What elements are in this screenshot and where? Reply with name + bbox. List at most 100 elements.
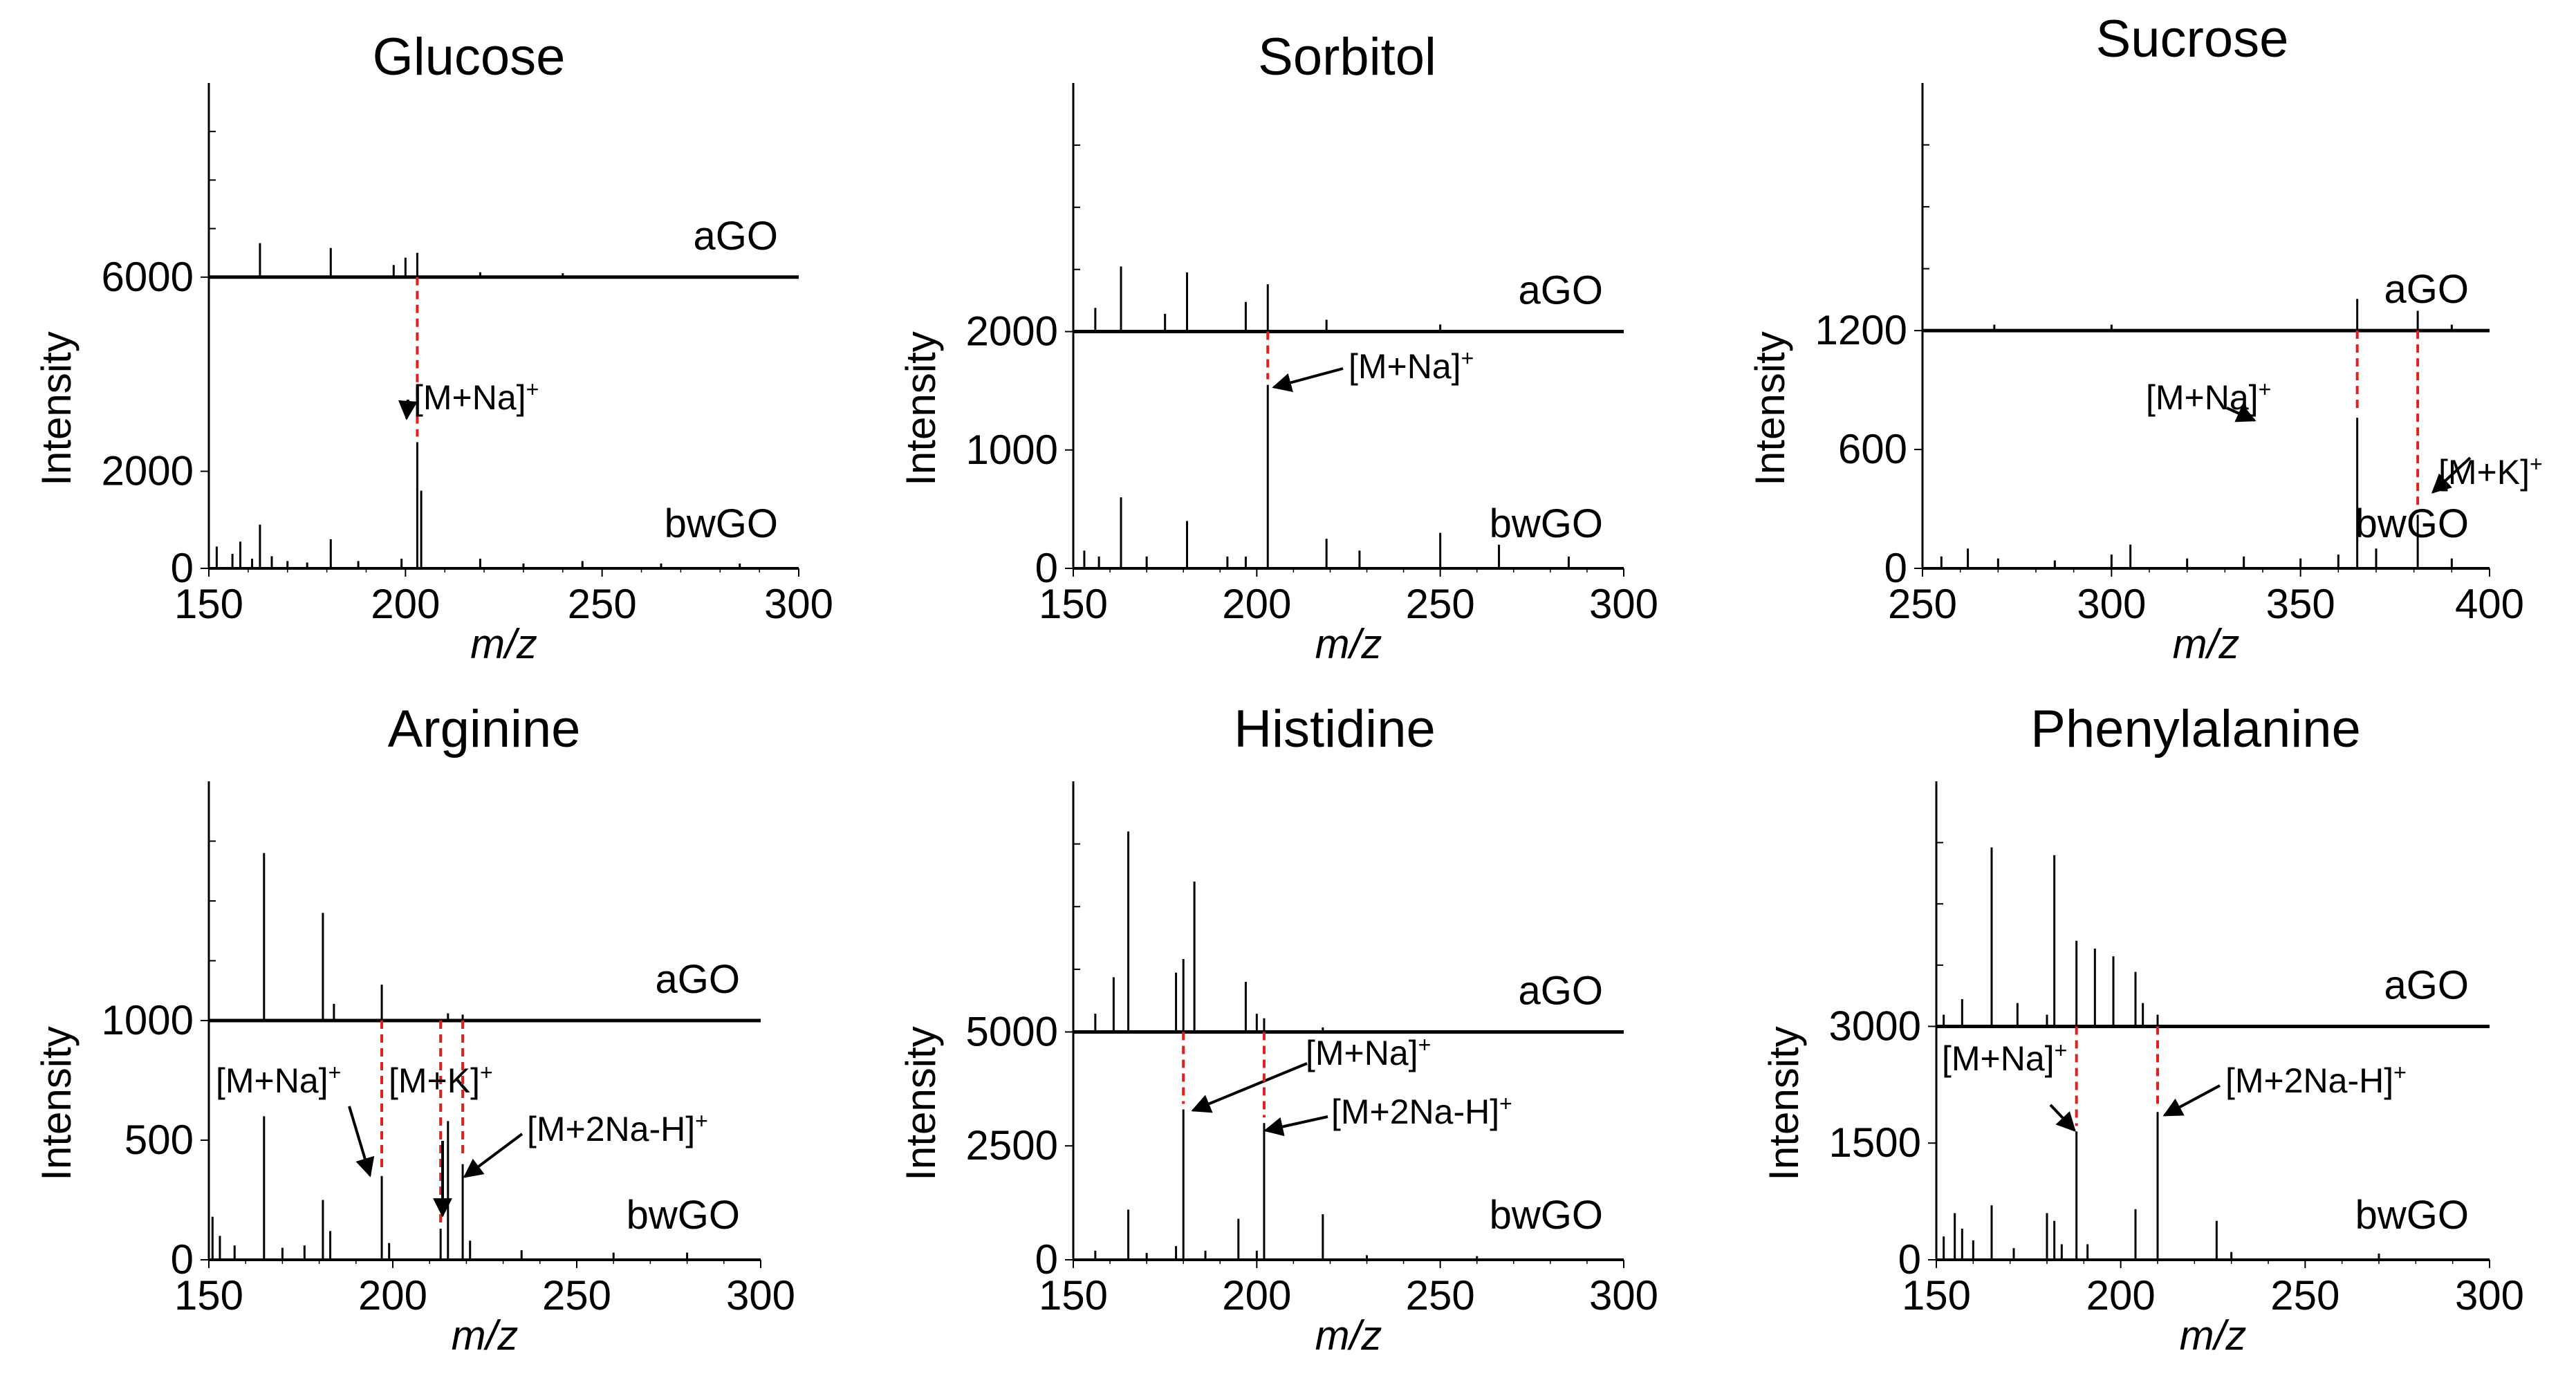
annotation-label: [M+Na]+ bbox=[1942, 1038, 2067, 1078]
x-axis-label: m/z bbox=[1315, 1312, 1382, 1359]
annotation-label: [M+K]+ bbox=[2438, 452, 2543, 492]
y-tick-label: 0 bbox=[171, 1236, 194, 1283]
x-tick-label: 250 bbox=[1406, 1272, 1475, 1319]
trace-label-ago: aGO bbox=[1519, 968, 1604, 1013]
annotation-label: [M+Na]+ bbox=[414, 377, 539, 417]
y-tick-label: 0 bbox=[171, 545, 194, 591]
y-tick-label: 2000 bbox=[102, 448, 194, 494]
series-ago bbox=[1094, 831, 1324, 1032]
chart-title: Histidine bbox=[1234, 700, 1435, 759]
x-tick-label: 250 bbox=[568, 581, 637, 627]
x-tick-label: 200 bbox=[371, 581, 440, 627]
series-ago bbox=[263, 853, 464, 1021]
trace-label-bwgo: bwGO bbox=[2355, 501, 2469, 546]
x-axis-label: m/z bbox=[2173, 621, 2240, 667]
trace-label-ago: aGO bbox=[2384, 267, 2470, 312]
panel-phenylalanine: Phenylalanine 0 1500 3000 150 200 250 300 m/z Int… bbox=[1761, 700, 2524, 1359]
trace-label-ago: aGO bbox=[694, 214, 779, 259]
y-axis-label: Intensity bbox=[33, 331, 80, 485]
annotation-arrow bbox=[1263, 1115, 1328, 1137]
y-tick-label: 500 bbox=[124, 1117, 194, 1163]
series-ago bbox=[1094, 266, 1442, 332]
x-tick-label: 300 bbox=[1589, 1272, 1658, 1319]
x-axis-label: m/z bbox=[2180, 1312, 2247, 1359]
x-tick-label: 150 bbox=[174, 581, 243, 627]
annotation-arrow bbox=[2049, 1104, 2076, 1133]
annotation-label: [M+2Na-H]+ bbox=[2225, 1060, 2407, 1100]
annotation-arrow bbox=[348, 1106, 375, 1178]
annotation-label: [M+Na]+ bbox=[1306, 1032, 1431, 1072]
series-bwgo bbox=[1094, 1109, 1479, 1260]
x-tick-label: 150 bbox=[1039, 1272, 1108, 1319]
x-tick-label: 300 bbox=[726, 1272, 795, 1319]
trace-label-ago: aGO bbox=[2384, 962, 2470, 1007]
annotation-label: [M+Na]+ bbox=[216, 1060, 341, 1100]
y-tick-label: 1200 bbox=[1815, 307, 1907, 353]
annotation-label: [M+Na]+ bbox=[2146, 377, 2271, 417]
series-bwgo bbox=[1943, 1112, 2380, 1260]
y-tick-label: 1000 bbox=[102, 997, 194, 1043]
y-tick-label: 2000 bbox=[966, 308, 1058, 355]
y-axis-label: Intensity bbox=[1747, 331, 1793, 485]
x-axis-label: m/z bbox=[1315, 621, 1382, 667]
series-bwgo bbox=[215, 442, 741, 568]
y-tick-label: 600 bbox=[1838, 426, 1907, 472]
chart-title: Glucose bbox=[373, 28, 566, 86]
x-tick-label: 300 bbox=[764, 581, 833, 627]
x-tick-label: 300 bbox=[2077, 581, 2146, 627]
series-ago bbox=[1993, 299, 2453, 331]
y-tick-label: 5000 bbox=[966, 1008, 1058, 1054]
annotation-arrow bbox=[2226, 404, 2257, 422]
trace-label-bwgo: bwGO bbox=[627, 1193, 740, 1238]
x-axis-label: m/z bbox=[452, 1312, 519, 1359]
x-tick-label: 250 bbox=[1406, 581, 1475, 627]
trace-label-bwgo: bwGO bbox=[1490, 501, 1603, 546]
x-tick-label: 150 bbox=[1902, 1272, 1971, 1319]
x-tick-label: 250 bbox=[542, 1272, 611, 1319]
chart-title: Sorbitol bbox=[1258, 28, 1436, 86]
x-axis-label: m/z bbox=[470, 621, 537, 667]
x-tick-label: 150 bbox=[174, 1272, 243, 1319]
annotation-label: [M+2Na-H]+ bbox=[527, 1108, 708, 1148]
x-tick-label: 150 bbox=[1039, 581, 1108, 627]
x-tick-label: 200 bbox=[1222, 1272, 1291, 1319]
trace-label-ago: aGO bbox=[656, 957, 741, 1002]
annotation-arrow bbox=[1191, 1062, 1308, 1113]
x-tick-label: 200 bbox=[358, 1272, 427, 1319]
panel-sucrose: Sucrose 0 600 1200 250 300 350 400 m/z Intensity b… bbox=[1747, 10, 2543, 667]
y-tick-label: 6000 bbox=[102, 254, 194, 300]
panel-arginine: Arginine 0 500 1000 150 200 250 300 m/z Intensity… bbox=[33, 700, 795, 1359]
annotation-label: [M+2Na-H]+ bbox=[1331, 1091, 1512, 1131]
y-tick-label: 0 bbox=[1035, 1236, 1058, 1283]
x-tick-label: 250 bbox=[1888, 581, 1957, 627]
series-bwgo bbox=[211, 1116, 689, 1260]
panel-glucose: Glucose 0 2000 6000 150 200 250 300 m/z Intensity… bbox=[33, 28, 833, 667]
chart-title: Sucrose bbox=[2096, 10, 2289, 68]
annotation-arrow bbox=[463, 1133, 523, 1178]
panel-histidine: Histidine 0 2500 5000 150 200 250 300 m/z Intensi… bbox=[898, 700, 1658, 1359]
x-tick-label: 300 bbox=[1589, 581, 1658, 627]
y-tick-label: 1000 bbox=[966, 427, 1058, 473]
y-tick-label: 0 bbox=[1884, 545, 1907, 591]
y-axis-label: Intensity bbox=[898, 1026, 944, 1180]
chart-title: Phenylalanine bbox=[2030, 700, 2361, 759]
y-axis-label: Intensity bbox=[1761, 1026, 1807, 1180]
y-tick-label: 1500 bbox=[1829, 1119, 1921, 1166]
trace-label-bwgo: bwGO bbox=[2355, 1193, 2469, 1238]
x-tick-label: 400 bbox=[2455, 581, 2524, 627]
x-tick-label: 250 bbox=[2270, 1272, 2339, 1319]
trace-label-ago: aGO bbox=[1519, 268, 1604, 313]
trace-label-bwgo: bwGO bbox=[1490, 1193, 1603, 1238]
annotation-arrow bbox=[1272, 367, 1344, 392]
series-ago bbox=[1943, 847, 2159, 1027]
series-bwgo bbox=[1940, 418, 2453, 568]
annotation-label: [M+K]+ bbox=[389, 1060, 493, 1100]
x-tick-label: 200 bbox=[2086, 1272, 2156, 1319]
series-bwgo bbox=[1083, 384, 1570, 568]
chart-title: Arginine bbox=[388, 700, 581, 759]
annotation-arrow bbox=[2431, 456, 2472, 494]
x-tick-label: 350 bbox=[2266, 581, 2335, 627]
x-tick-label: 200 bbox=[1222, 581, 1291, 627]
annotation-arrow bbox=[2162, 1084, 2221, 1117]
